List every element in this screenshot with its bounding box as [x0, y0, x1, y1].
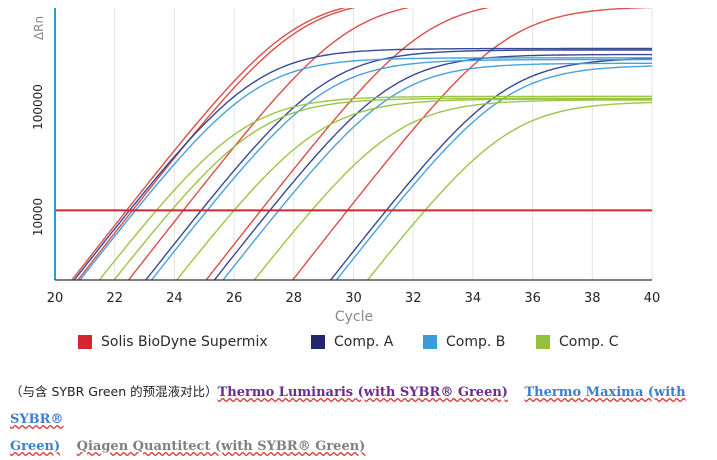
curve-3-1	[113, 97, 652, 280]
x-tick-label-34: 34	[465, 291, 482, 306]
curve-1-2	[213, 53, 652, 280]
legend-item-comp-c: Comp. C	[536, 334, 619, 350]
legend-item-solis: Solis BioDyne Supermix	[78, 334, 268, 350]
x-tick-label-24: 24	[166, 291, 183, 306]
curve-0-2	[127, 8, 410, 280]
legend-swatch-comp-a	[311, 335, 325, 349]
curve-1-3	[329, 58, 652, 280]
x-tick-labels: 20 22 24 26 28 30 32 34 36 38 40	[47, 291, 661, 306]
y-tick-labels: 10000 100000	[31, 84, 45, 236]
x-tick-label-32: 32	[405, 291, 422, 306]
legend-item-comp-b: Comp. B	[423, 334, 505, 350]
curve-2-2	[222, 62, 652, 280]
curve-1-0	[73, 47, 652, 280]
curve-3-3	[253, 99, 652, 280]
curve-0-0	[70, 8, 347, 280]
curve-3-4	[366, 101, 652, 280]
legend-label-comp-a: Comp. A	[334, 334, 394, 350]
x-tick-label-40: 40	[644, 291, 661, 306]
link-thermo-luminaris[interactable]: Thermo Luminaris (with SYBR® Green)	[217, 385, 508, 400]
curve-0-3	[205, 8, 490, 280]
x-axis-label: Cycle	[335, 309, 373, 325]
x-tick-label-20: 20	[47, 291, 64, 306]
qpcr-amplification-chart: 20 22 24 26 28 30 32 34 36 38 40 10000 100000 Cycle…	[31, 8, 661, 325]
curve-0-4	[291, 8, 652, 280]
x-tick-label-28: 28	[286, 291, 303, 306]
legend-swatch-comp-c	[536, 335, 550, 349]
curve-2-3	[335, 65, 652, 280]
link-thermo-maxima[interactable]: Thermo Maxima (with SYBR®	[10, 385, 686, 427]
legend-swatch-solis	[78, 335, 92, 349]
curve-3-0	[98, 95, 652, 280]
chart-legend: Solis BioDyne Supermix Comp. A Comp. B C…	[78, 334, 678, 356]
link-qiagen-quantitect[interactable]: Qiagen Quantitect (with SYBR® Green)	[76, 439, 366, 454]
caption-prefix: （与含 SYBR Green 的预混液对比）	[10, 384, 218, 399]
x-tick-label-30: 30	[345, 291, 362, 306]
gridlines	[114, 8, 653, 280]
amplification-curves	[70, 8, 652, 280]
legend-swatch-comp-b	[423, 335, 437, 349]
curve-2-0	[79, 57, 652, 280]
x-tick-label-26: 26	[226, 291, 243, 306]
legend-label-solis: Solis BioDyne Supermix	[101, 334, 268, 350]
comparison-caption: （与含 SYBR Green 的预混液对比）Thermo Luminaris (…	[10, 378, 710, 460]
y-tick-label-100000: 100000	[31, 84, 45, 130]
curve-2-1	[150, 58, 652, 280]
x-tick-label-22: 22	[106, 291, 123, 306]
curve-3-2	[175, 98, 652, 280]
axes	[54, 8, 652, 281]
y-tick-label-10000: 10000	[31, 198, 45, 236]
curve-0-1	[76, 8, 356, 280]
legend-item-comp-a: Comp. A	[311, 334, 393, 350]
x-tick-label-36: 36	[524, 291, 541, 306]
y-axis-label: ΔRn	[32, 16, 46, 40]
link-thermo-maxima-cont[interactable]: Green)	[10, 439, 61, 454]
x-tick-label-38: 38	[584, 291, 601, 306]
curve-1-1	[144, 49, 652, 280]
legend-label-comp-c: Comp. C	[559, 334, 619, 350]
legend-label-comp-b: Comp. B	[446, 334, 506, 350]
